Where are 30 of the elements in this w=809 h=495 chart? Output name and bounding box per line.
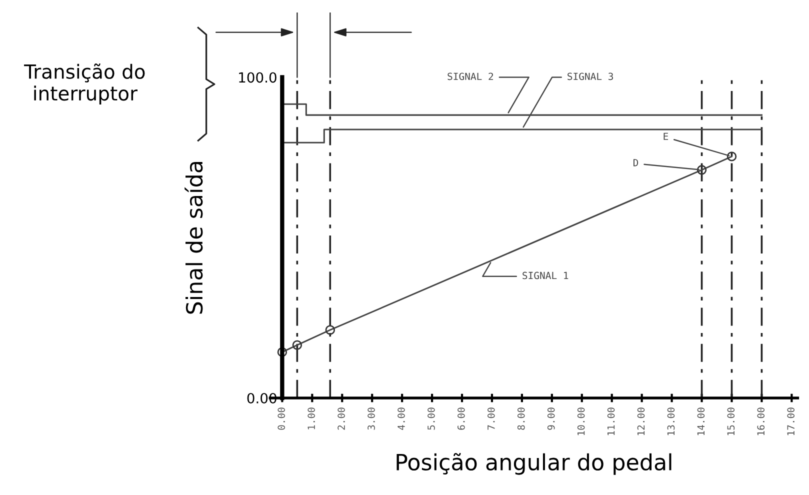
x-tick-label: 17.00 xyxy=(787,408,795,436)
x-axis-title: Posição angular do pedal xyxy=(396,452,672,475)
x-tick-label: 9.00 xyxy=(547,408,555,430)
point xyxy=(292,340,302,350)
x-tick-label: 14.00 xyxy=(697,408,705,436)
x-tick-label: 11.00 xyxy=(607,408,615,436)
x-tick-label: 16.00 xyxy=(757,408,765,436)
point xyxy=(726,152,737,162)
x-tick-label: 8.00 xyxy=(517,408,525,430)
x-tick-label: 3.00 xyxy=(368,408,375,430)
x-tick-label: 10.00 xyxy=(577,408,585,436)
x-tick-label: 15.00 xyxy=(727,408,735,436)
annotation: D xyxy=(633,159,638,166)
x-tick-label: 13.00 xyxy=(667,408,675,436)
text: Transição do interruptor xyxy=(24,64,145,104)
x-tick-label: 7.00 xyxy=(487,408,495,430)
x-tick-label: 12.00 xyxy=(637,408,645,436)
annotation: E xyxy=(664,132,668,140)
text: SIGNAL 3 xyxy=(568,72,613,80)
x-tick-label: 4.00 xyxy=(398,408,405,430)
text: SIGNAL 2 xyxy=(448,72,494,80)
y-axis-title: Sinal de saída xyxy=(184,162,203,314)
x-tick-label: 6.00 xyxy=(458,408,465,430)
x-tick-label: 1.00 xyxy=(308,408,316,430)
point xyxy=(696,165,707,175)
x-tick-label: 5.00 xyxy=(428,408,435,430)
legend-label: SIGNAL 1 xyxy=(522,272,568,280)
x-tick-label: 2.00 xyxy=(338,408,345,430)
point xyxy=(325,325,336,335)
y-tick-label: 100.0 xyxy=(239,72,276,83)
